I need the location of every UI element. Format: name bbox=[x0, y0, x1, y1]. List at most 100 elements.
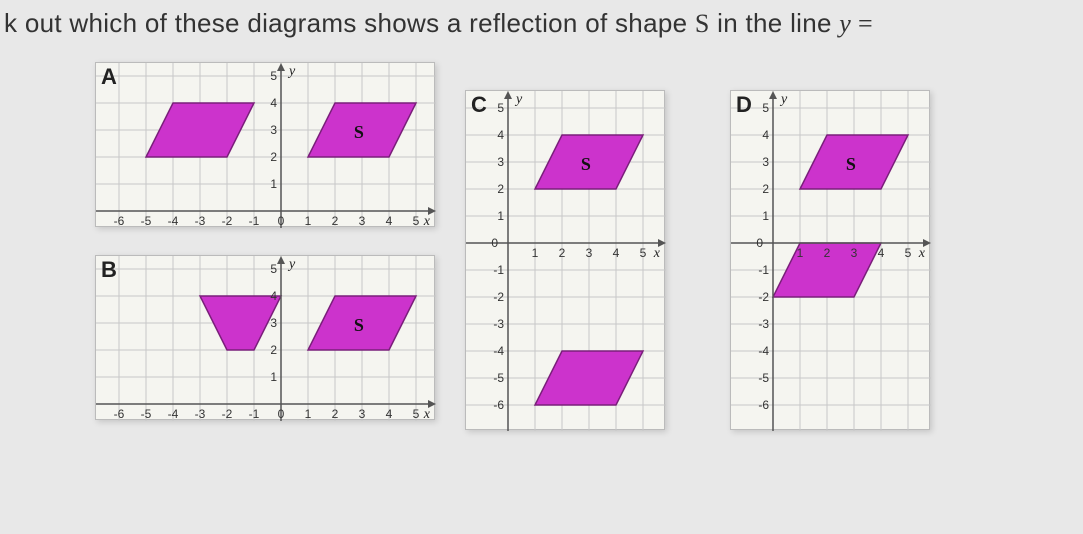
reflection-shape-A bbox=[146, 103, 254, 157]
diagram-C: C012345-6-5-4-3-2-112345xyS bbox=[465, 90, 665, 430]
svg-text:-4: -4 bbox=[758, 344, 769, 358]
grid-svg-D: 012345-6-5-4-3-2-112345xyS bbox=[731, 91, 931, 431]
diagram-label-B: B bbox=[101, 257, 117, 283]
svg-text:-5: -5 bbox=[141, 214, 152, 228]
diagram-label-D: D bbox=[736, 92, 752, 118]
svg-text:3: 3 bbox=[497, 155, 504, 169]
svg-text:3: 3 bbox=[586, 246, 593, 260]
svg-text:4: 4 bbox=[386, 407, 393, 421]
diagram-A: A-6-5-4-3-2-101234512345xyS bbox=[95, 62, 435, 227]
svg-text:-2: -2 bbox=[758, 290, 769, 304]
svg-text:-2: -2 bbox=[493, 290, 504, 304]
svg-text:3: 3 bbox=[359, 214, 366, 228]
question-text: k out which of these diagrams shows a re… bbox=[4, 8, 873, 39]
svg-text:1: 1 bbox=[797, 246, 804, 260]
svg-text:-1: -1 bbox=[249, 214, 260, 228]
svg-text:2: 2 bbox=[332, 407, 339, 421]
svg-text:x: x bbox=[918, 246, 926, 261]
svg-text:5: 5 bbox=[497, 101, 504, 115]
svg-text:-3: -3 bbox=[195, 214, 206, 228]
svg-text:2: 2 bbox=[762, 182, 769, 196]
svg-text:4: 4 bbox=[613, 246, 620, 260]
svg-text:2: 2 bbox=[270, 343, 277, 357]
svg-text:2: 2 bbox=[497, 182, 504, 196]
shape-s-label-C: S bbox=[581, 154, 591, 174]
grid-panel-B: -6-5-4-3-2-101234512345xyS bbox=[95, 255, 435, 420]
svg-text:5: 5 bbox=[413, 407, 420, 421]
svg-text:3: 3 bbox=[359, 407, 366, 421]
svg-text:5: 5 bbox=[905, 246, 912, 260]
svg-text:4: 4 bbox=[497, 128, 504, 142]
svg-text:5: 5 bbox=[270, 262, 277, 276]
svg-text:1: 1 bbox=[305, 407, 312, 421]
svg-text:-1: -1 bbox=[493, 263, 504, 277]
diagram-D: D012345-6-5-4-3-2-112345xyS bbox=[730, 90, 930, 430]
svg-text:2: 2 bbox=[824, 246, 831, 260]
diagram-label-A: A bbox=[101, 64, 117, 90]
svg-text:1: 1 bbox=[270, 177, 277, 191]
svg-text:3: 3 bbox=[851, 246, 858, 260]
svg-text:4: 4 bbox=[762, 128, 769, 142]
svg-text:y: y bbox=[514, 92, 523, 107]
svg-text:0: 0 bbox=[278, 407, 285, 421]
question-prefix: k out which of these diagrams shows a re… bbox=[4, 8, 695, 38]
svg-text:-5: -5 bbox=[758, 371, 769, 385]
svg-text:1: 1 bbox=[305, 214, 312, 228]
svg-text:-6: -6 bbox=[114, 407, 125, 421]
svg-text:x: x bbox=[423, 214, 431, 228]
svg-text:-3: -3 bbox=[195, 407, 206, 421]
grid-panel-A: -6-5-4-3-2-101234512345xyS bbox=[95, 62, 435, 227]
grid-svg-A: -6-5-4-3-2-101234512345xyS bbox=[96, 63, 436, 228]
grid-svg-B: -6-5-4-3-2-101234512345xyS bbox=[96, 256, 436, 421]
svg-text:0: 0 bbox=[278, 214, 285, 228]
svg-text:x: x bbox=[423, 407, 431, 421]
svg-text:-6: -6 bbox=[493, 398, 504, 412]
svg-text:-4: -4 bbox=[493, 344, 504, 358]
diagram-B: B-6-5-4-3-2-101234512345xyS bbox=[95, 255, 435, 420]
svg-text:y: y bbox=[287, 257, 296, 272]
shape-s-label-D: S bbox=[846, 154, 856, 174]
svg-text:5: 5 bbox=[762, 101, 769, 115]
svg-text:5: 5 bbox=[413, 214, 420, 228]
svg-text:1: 1 bbox=[270, 370, 277, 384]
svg-text:x: x bbox=[653, 246, 661, 261]
svg-text:4: 4 bbox=[386, 214, 393, 228]
svg-text:-4: -4 bbox=[168, 214, 179, 228]
svg-text:4: 4 bbox=[270, 289, 277, 303]
svg-text:3: 3 bbox=[270, 316, 277, 330]
reflection-shape-C bbox=[535, 351, 643, 405]
shape-variable: S bbox=[695, 9, 710, 38]
shape-s-label-B: S bbox=[354, 315, 364, 335]
variable-y: y bbox=[839, 9, 851, 38]
svg-text:-3: -3 bbox=[493, 317, 504, 331]
svg-text:-2: -2 bbox=[222, 214, 233, 228]
svg-text:0: 0 bbox=[756, 236, 763, 250]
svg-text:2: 2 bbox=[559, 246, 566, 260]
svg-text:4: 4 bbox=[270, 96, 277, 110]
svg-text:-1: -1 bbox=[249, 407, 260, 421]
svg-text:-6: -6 bbox=[758, 398, 769, 412]
svg-text:1: 1 bbox=[532, 246, 539, 260]
shape-s-label-A: S bbox=[354, 122, 364, 142]
grid-panel-C: 012345-6-5-4-3-2-112345xyS bbox=[465, 90, 665, 430]
svg-text:2: 2 bbox=[270, 150, 277, 164]
svg-text:-6: -6 bbox=[114, 214, 125, 228]
svg-text:y: y bbox=[287, 64, 296, 79]
svg-text:1: 1 bbox=[497, 209, 504, 223]
svg-text:3: 3 bbox=[762, 155, 769, 169]
svg-text:-2: -2 bbox=[222, 407, 233, 421]
question-mid: in the line bbox=[710, 8, 840, 38]
svg-text:4: 4 bbox=[878, 246, 885, 260]
svg-text:-5: -5 bbox=[141, 407, 152, 421]
svg-text:y: y bbox=[779, 92, 788, 107]
svg-text:-4: -4 bbox=[168, 407, 179, 421]
svg-text:-1: -1 bbox=[758, 263, 769, 277]
grid-panel-D: 012345-6-5-4-3-2-112345xyS bbox=[730, 90, 930, 430]
equals-sign: = bbox=[851, 9, 873, 38]
svg-text:2: 2 bbox=[332, 214, 339, 228]
svg-text:-5: -5 bbox=[493, 371, 504, 385]
svg-text:5: 5 bbox=[270, 69, 277, 83]
svg-text:5: 5 bbox=[640, 246, 647, 260]
svg-text:3: 3 bbox=[270, 123, 277, 137]
svg-text:1: 1 bbox=[762, 209, 769, 223]
